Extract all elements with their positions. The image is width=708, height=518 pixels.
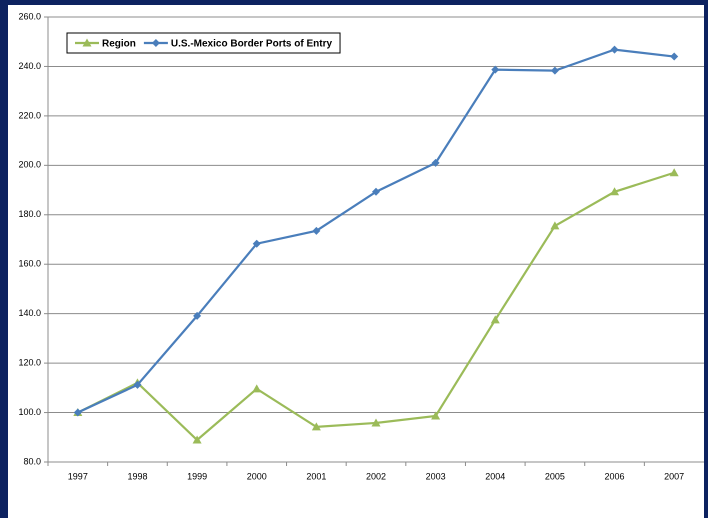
legend-label: U.S.-Mexico Border Ports of Entry: [171, 39, 333, 50]
marker: [372, 187, 380, 196]
y-tick-label: 120.0: [18, 357, 41, 367]
y-tick-label: 140.0: [18, 308, 41, 318]
marker: [151, 39, 160, 47]
x-tick-label: 2004: [485, 471, 505, 481]
x-tick-label: 1998: [127, 471, 147, 481]
marker: [82, 38, 92, 47]
marker: [670, 52, 679, 61]
marker: [491, 65, 500, 74]
marker: [431, 411, 441, 420]
marker: [431, 158, 440, 167]
y-tick-label: 220.0: [18, 110, 41, 120]
x-tick-label: 2005: [545, 471, 565, 481]
marker: [550, 66, 559, 75]
x-tick-label: 2007: [664, 471, 684, 481]
marker: [371, 418, 381, 427]
marker: [252, 384, 262, 393]
y-tick-label: 180.0: [18, 209, 41, 219]
x-tick-label: 2003: [426, 471, 446, 481]
y-tick-label: 80.0: [23, 456, 41, 466]
x-tick-label: 2001: [306, 471, 326, 481]
y-tick-label: 200.0: [18, 160, 41, 170]
marker: [669, 168, 679, 177]
y-tick-label: 160.0: [18, 259, 41, 269]
marker: [252, 239, 261, 248]
marker: [193, 311, 202, 320]
y-tick-label: 240.0: [18, 61, 41, 71]
y-tick-label: 260.0: [18, 11, 41, 21]
x-tick-label: 2000: [247, 471, 267, 481]
marker: [550, 221, 560, 230]
marker: [610, 45, 619, 54]
marker: [133, 380, 142, 389]
chart-area: [8, 5, 704, 518]
marker: [192, 435, 202, 444]
marker: [311, 422, 321, 431]
y-tick-label: 100.0: [18, 407, 41, 417]
marker: [490, 315, 500, 324]
marker: [312, 226, 321, 235]
legend-box: [66, 32, 341, 54]
marker: [610, 187, 620, 196]
x-tick-label: 1997: [68, 471, 88, 481]
legend-label: Region: [102, 39, 136, 50]
marker: [73, 408, 82, 417]
x-tick-label: 1999: [187, 471, 207, 481]
x-tick-label: 2006: [605, 471, 625, 481]
x-tick-label: 2002: [366, 471, 386, 481]
